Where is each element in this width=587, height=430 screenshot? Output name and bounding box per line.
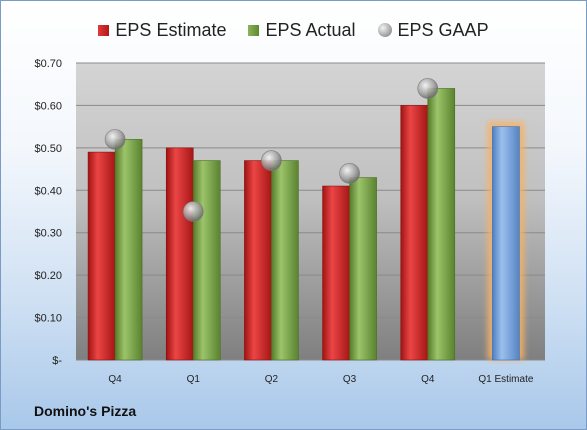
x-tick-label: Q2 [265, 374, 279, 385]
legend-swatch-eps-gaap [377, 23, 392, 37]
y-tick-label: $0.20 [34, 270, 62, 282]
bar-eps-estimate [87, 151, 116, 361]
legend-item-eps-gaap: EPS GAAP [377, 19, 489, 41]
y-tick-label: $0.10 [34, 313, 62, 325]
legend-swatch-eps-actual [248, 24, 260, 36]
company-name: Domino's Pizza [34, 403, 137, 419]
x-tick-label: Q4 [108, 374, 122, 385]
legend-item-eps-actual: EPS Actual [248, 19, 356, 41]
x-axis-ticks: Q4 Q1 Q2 Q3 Q4 Q1 Estimate [108, 374, 533, 385]
plot-area [76, 63, 545, 360]
bar-eps-actual [271, 160, 299, 361]
gridlines [76, 62, 545, 361]
x-tick-label: Q1 [187, 374, 201, 385]
bar-forecast-estimate [492, 126, 520, 361]
y-tick-label: $0.70 [34, 58, 62, 70]
y-tick-label: $0.60 [34, 100, 62, 112]
gaap-markers [104, 78, 439, 222]
bar-eps-actual [349, 177, 377, 361]
marker-eps-gaap [417, 78, 439, 99]
bar-eps-estimate [322, 185, 350, 361]
x-tick-label: Q4 [421, 374, 435, 385]
x-tick-label: Q3 [343, 374, 357, 385]
bar-eps-estimate [165, 147, 194, 361]
y-tick-label: $0.50 [34, 143, 62, 155]
marker-eps-gaap [339, 163, 360, 184]
y-tick-label: $0.30 [34, 228, 62, 240]
marker-eps-gaap [261, 150, 282, 171]
bar-eps-estimate [400, 105, 429, 361]
bars [87, 88, 525, 361]
marker-eps-gaap [182, 201, 204, 222]
legend-item-eps-estimate: EPS Estimate [98, 20, 226, 41]
legend-label-eps-actual: EPS Actual [265, 19, 356, 40]
x-tick-label: Q1 Estimate [478, 374, 533, 385]
legend: EPS Estimate EPS Actual EPS GAAP [1, 17, 586, 43]
y-tick-label: $- [52, 355, 62, 367]
marker-eps-gaap [104, 129, 126, 150]
y-axis-ticks: $- $0.10 $0.20 $0.30 $0.40 $0.50 $0.60 $0.70 [34, 58, 62, 367]
bar-eps-actual [114, 139, 143, 361]
legend-label-eps-estimate: EPS Estimate [115, 19, 227, 40]
bar-eps-actual [192, 160, 221, 361]
bar-eps-actual [427, 88, 456, 361]
y-tick-label: $0.40 [34, 185, 62, 197]
legend-label-eps-gaap: EPS GAAP [397, 19, 489, 40]
bar-eps-estimate [244, 160, 272, 361]
legend-swatch-eps-estimate [98, 24, 110, 36]
